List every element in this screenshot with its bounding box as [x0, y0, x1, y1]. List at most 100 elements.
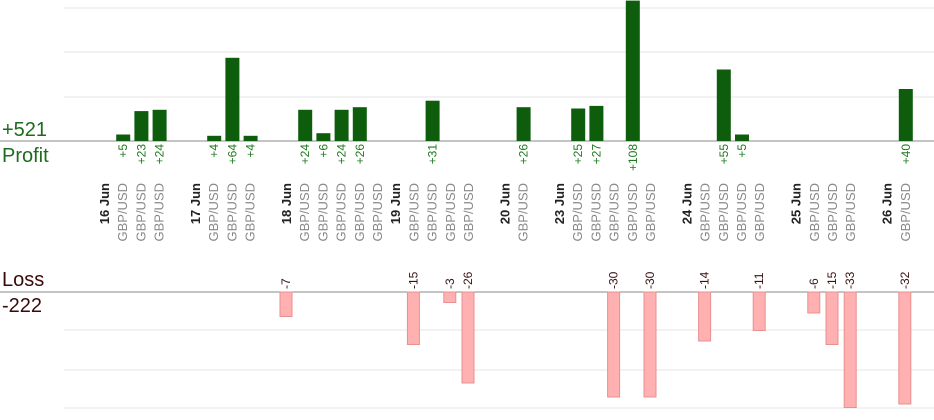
loss-value-label: -11	[752, 272, 766, 289]
pair-label: GBP/USD	[133, 183, 148, 242]
profit-value-label: +25	[571, 144, 585, 165]
loss-value-label: -32	[898, 271, 912, 289]
loss-value-label: -15	[825, 271, 839, 289]
profit-value-label: +23	[134, 144, 148, 165]
loss-bar	[643, 291, 657, 398]
pair-label: GBP/USD	[716, 183, 731, 242]
pair-label: GBP/USD	[643, 183, 658, 242]
profit-bar	[589, 105, 604, 141]
pair-label: GBP/USD	[516, 183, 531, 242]
date-label: 20 Jun	[497, 183, 512, 224]
loss-bar	[443, 291, 457, 303]
profit-value-label: +26	[517, 144, 531, 165]
loss-value-label: -33	[843, 271, 857, 289]
pair-label: GBP/USD	[734, 183, 749, 242]
profit-bar	[516, 107, 531, 141]
pair-label: GBP/USD	[843, 183, 858, 242]
pair-label: GBP/USD	[315, 183, 330, 242]
loss-bar	[807, 291, 821, 314]
profit-bar	[334, 109, 349, 141]
profit-bar	[352, 107, 367, 141]
loss-label: Loss	[2, 269, 45, 291]
pair-label: GBP/USD	[352, 183, 367, 242]
loss-bar	[279, 291, 293, 317]
pair-label: GBP/USD	[334, 183, 349, 242]
profit-bar	[243, 135, 258, 141]
pair-label: GBP/USD	[443, 183, 458, 242]
profit-bar	[225, 57, 240, 141]
loss-value-label: -30	[607, 271, 621, 289]
loss-value-label: -15	[406, 271, 420, 289]
pair-label: GBP/USD	[898, 183, 913, 242]
pair-label: GBP/USD	[206, 183, 221, 242]
loss-value-label: -26	[461, 271, 475, 289]
loss-total-label: -222	[2, 295, 43, 317]
loss-bar	[898, 291, 912, 405]
profit-bar	[898, 89, 913, 141]
profit-value-label: +64	[225, 144, 239, 165]
pair-label: GBP/USD	[825, 183, 840, 242]
loss-bar	[752, 291, 766, 331]
profit-value-label: +24	[153, 144, 167, 165]
pair-label: GBP/USD	[297, 183, 312, 242]
profit-bar	[298, 109, 313, 141]
pair-label: GBP/USD	[570, 183, 585, 242]
profit-value-label: +27	[589, 144, 603, 165]
pair-label: GBP/USD	[224, 183, 239, 242]
profit-label: Profit	[2, 145, 49, 167]
loss-bar	[698, 291, 712, 342]
profit-value-label: +26	[353, 144, 367, 165]
date-label: 26 Jun	[880, 183, 895, 224]
profit-value-label: +5	[116, 144, 130, 158]
profit-value-label: +31	[426, 144, 440, 165]
profit-value-label: +24	[335, 144, 349, 165]
profit-total-label: +521	[2, 119, 48, 141]
pair-label: GBP/USD	[607, 183, 622, 242]
pair-label: GBP/USD	[152, 183, 167, 242]
profit-bar	[116, 134, 131, 141]
date-label: 18 Jun	[279, 183, 294, 224]
loss-value-label: -14	[698, 271, 712, 289]
date-label: 16 Jun	[97, 183, 112, 224]
date-label: 19 Jun	[388, 183, 403, 224]
pair-label: GBP/USD	[588, 183, 603, 242]
loss-value-label: -30	[643, 271, 657, 289]
profit-value-label: +40	[899, 144, 913, 165]
loss-value-label: -3	[443, 278, 457, 289]
profit-bar	[716, 69, 731, 141]
profit-bar	[625, 0, 640, 141]
profit-bar	[134, 111, 149, 141]
date-label: 23 Jun	[552, 183, 567, 224]
pair-label: GBP/USD	[406, 183, 421, 242]
loss-bar	[607, 291, 621, 398]
loss-bar	[406, 291, 420, 345]
loss-value-label: -6	[807, 278, 821, 289]
profit-bar	[316, 133, 331, 141]
loss-bar	[843, 291, 857, 408]
date-label: 24 Jun	[679, 183, 694, 224]
profit-bar	[152, 109, 167, 141]
pair-label: GBP/USD	[243, 183, 258, 242]
profit-value-label: +4	[244, 144, 258, 158]
loss-value-label: -7	[279, 278, 293, 289]
profit-value-label: +6	[316, 144, 330, 158]
profit-bar	[571, 108, 586, 141]
pair-label: GBP/USD	[115, 183, 130, 242]
pair-label: GBP/USD	[698, 183, 713, 242]
loss-bar	[825, 291, 839, 345]
pair-label: GBP/USD	[625, 183, 640, 242]
profit-value-label: +4	[207, 144, 221, 158]
pair-label: GBP/USD	[752, 183, 767, 242]
profit-bar	[207, 135, 222, 141]
loss-bar	[461, 291, 475, 384]
profit-value-label: +5	[735, 144, 749, 158]
pair-label: GBP/USD	[807, 183, 822, 242]
profit-value-label: +24	[298, 144, 312, 165]
profit-value-label: +108	[626, 144, 640, 171]
date-label: 17 Jun	[188, 183, 203, 224]
pair-label: GBP/USD	[461, 183, 476, 242]
profit-bar	[425, 100, 440, 141]
profit-value-label: +55	[717, 144, 731, 165]
pair-label: GBP/USD	[370, 183, 385, 242]
